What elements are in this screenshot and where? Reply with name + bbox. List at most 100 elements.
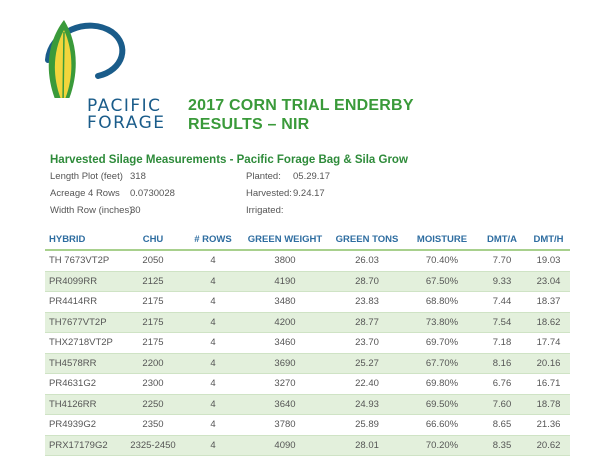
cell-green-weight: 4090: [243, 435, 327, 456]
col-header-rows: # ROWS: [183, 229, 243, 251]
width-value: 30: [130, 205, 141, 216]
cell-green-weight: 3800: [243, 250, 327, 272]
pacific-forage-logo: PACIFIC FORAGE: [38, 18, 168, 136]
cell-hybrid: PR4939G2: [45, 414, 123, 436]
cell-moisture: 67.50%: [407, 271, 477, 292]
table-row: PRX17179G2 2325-2450 4 4090 28.01 70.20%…: [45, 435, 570, 456]
cell-green-weight: 3270: [243, 373, 327, 395]
cell-hybrid: PR4099RR: [45, 271, 123, 292]
cell-green-tons: 22.40: [327, 373, 407, 395]
length-value: 318: [130, 171, 146, 182]
cell-dmta: 7.44: [477, 291, 527, 313]
col-header-hybrid: HYBRID: [45, 229, 123, 251]
cell-green-weight: 3780: [243, 414, 327, 436]
col-header-green-tons: GREEN TONS: [327, 229, 407, 251]
cell-rows: 4: [183, 414, 243, 436]
col-header-dmta: DMT/A: [477, 229, 527, 251]
cell-dmta: 7.70: [477, 250, 527, 272]
cell-green-tons: 28.70: [327, 271, 407, 292]
cell-chu: 2050: [123, 250, 183, 272]
cell-hybrid: TH4578RR: [45, 353, 123, 374]
cell-hybrid: TH7677VT2P: [45, 312, 123, 333]
cell-green-weight: 4200: [243, 312, 327, 333]
logo-word-forage: FORAGE: [87, 113, 166, 133]
cell-rows: 4: [183, 435, 243, 456]
leaf-logo-icon: [45, 20, 126, 98]
table-row: PR4939G2 2350 4 3780 25.89 66.60% 8.65 2…: [45, 414, 570, 436]
cell-moisture: 69.80%: [407, 373, 477, 395]
cell-hybrid: TH 7673VT2P: [45, 250, 123, 272]
cell-green-weight: 3690: [243, 353, 327, 374]
table-row: PR4099RR 2125 4 4190 28.70 67.50% 9.33 2…: [45, 271, 570, 292]
cell-rows: 4: [183, 332, 243, 354]
col-header-moisture: MOISTURE: [407, 229, 477, 251]
cell-green-weight: 3640: [243, 394, 327, 415]
cell-rows: 4: [183, 250, 243, 272]
cell-dmth: 19.03: [527, 250, 570, 272]
col-header-chu: CHU: [123, 229, 183, 251]
cell-moisture: 70.20%: [407, 435, 477, 456]
col-header-green-weight: GREEN WEIGHT: [243, 229, 327, 251]
cell-dmta: 8.35: [477, 435, 527, 456]
harvested-label: Harvested:: [246, 188, 292, 199]
irrigated-label: Irrigated:: [246, 205, 284, 216]
cell-hybrid: THX2718VT2P: [45, 332, 123, 354]
logo-word-pacific: PACIFIC: [87, 96, 162, 116]
cell-moisture: 69.70%: [407, 332, 477, 354]
cell-green-tons: 25.27: [327, 353, 407, 374]
cell-dmth: 23.04: [527, 271, 570, 292]
cell-chu: 2125: [123, 271, 183, 292]
table-row: PR4414RR 2175 4 3480 23.83 68.80% 7.44 1…: [45, 291, 570, 313]
cell-dmth: 20.16: [527, 353, 570, 374]
cell-green-tons: 23.70: [327, 332, 407, 354]
cell-hybrid: PRX17179G2: [45, 435, 123, 456]
cell-hybrid: TH4126RR: [45, 394, 123, 415]
cell-rows: 4: [183, 271, 243, 292]
cell-rows: 4: [183, 353, 243, 374]
table-row: TH7677VT2P 2175 4 4200 28.77 73.80% 7.54…: [45, 312, 570, 333]
cell-chu: 2175: [123, 332, 183, 354]
cell-dmth: 18.62: [527, 312, 570, 333]
planted-value: 05.29.17: [293, 171, 330, 182]
cell-green-tons: 28.01: [327, 435, 407, 456]
planted-label: Planted:: [246, 171, 281, 182]
cell-moisture: 69.50%: [407, 394, 477, 415]
cell-dmth: 17.74: [527, 332, 570, 354]
acreage-value: 0.0730028: [130, 188, 175, 199]
cell-green-tons: 25.89: [327, 414, 407, 436]
table-row: TH4126RR 2250 4 3640 24.93 69.50% 7.60 1…: [45, 394, 570, 415]
cell-dmta: 7.60: [477, 394, 527, 415]
cell-chu: 2200: [123, 353, 183, 374]
cell-dmta: 7.54: [477, 312, 527, 333]
table-header-row: HYBRID CHU # ROWS GREEN WEIGHT GREEN TON…: [45, 229, 570, 251]
cell-dmth: 20.62: [527, 435, 570, 456]
cell-dmta: 8.16: [477, 353, 527, 374]
cell-dmta: 9.33: [477, 271, 527, 292]
cell-rows: 4: [183, 291, 243, 313]
cell-dmth: 18.78: [527, 394, 570, 415]
cell-hybrid: PR4414RR: [45, 291, 123, 313]
cell-chu: 2350: [123, 414, 183, 436]
cell-moisture: 68.80%: [407, 291, 477, 313]
title-line-1: 2017 CORN TRIAL ENDERBY: [188, 97, 414, 114]
table-row: TH 7673VT2P 2050 4 3800 26.03 70.40% 7.7…: [45, 250, 570, 272]
cell-green-tons: 28.77: [327, 312, 407, 333]
cell-rows: 4: [183, 394, 243, 415]
length-label: Length Plot (feet): [50, 171, 123, 182]
title-line-2: RESULTS – NIR: [188, 116, 310, 133]
cell-green-tons: 23.83: [327, 291, 407, 313]
cell-hybrid: PR4631G2: [45, 373, 123, 395]
cell-green-weight: 4190: [243, 271, 327, 292]
table-row: TH4578RR 2200 4 3690 25.27 67.70% 8.16 2…: [45, 353, 570, 374]
cell-green-tons: 26.03: [327, 250, 407, 272]
cell-dmth: 21.36: [527, 414, 570, 436]
cell-green-tons: 24.93: [327, 394, 407, 415]
acreage-label: Acreage 4 Rows: [50, 188, 120, 199]
cell-dmth: 16.71: [527, 373, 570, 395]
cell-green-weight: 3480: [243, 291, 327, 313]
cell-chu: 2175: [123, 291, 183, 313]
section-subtitle: Harvested Silage Measurements - Pacific …: [50, 154, 408, 166]
table-row: THX2718VT2P 2175 4 3460 23.70 69.70% 7.1…: [45, 332, 570, 354]
cell-dmta: 8.65: [477, 414, 527, 436]
cell-chu: 2325-2450: [123, 435, 183, 456]
